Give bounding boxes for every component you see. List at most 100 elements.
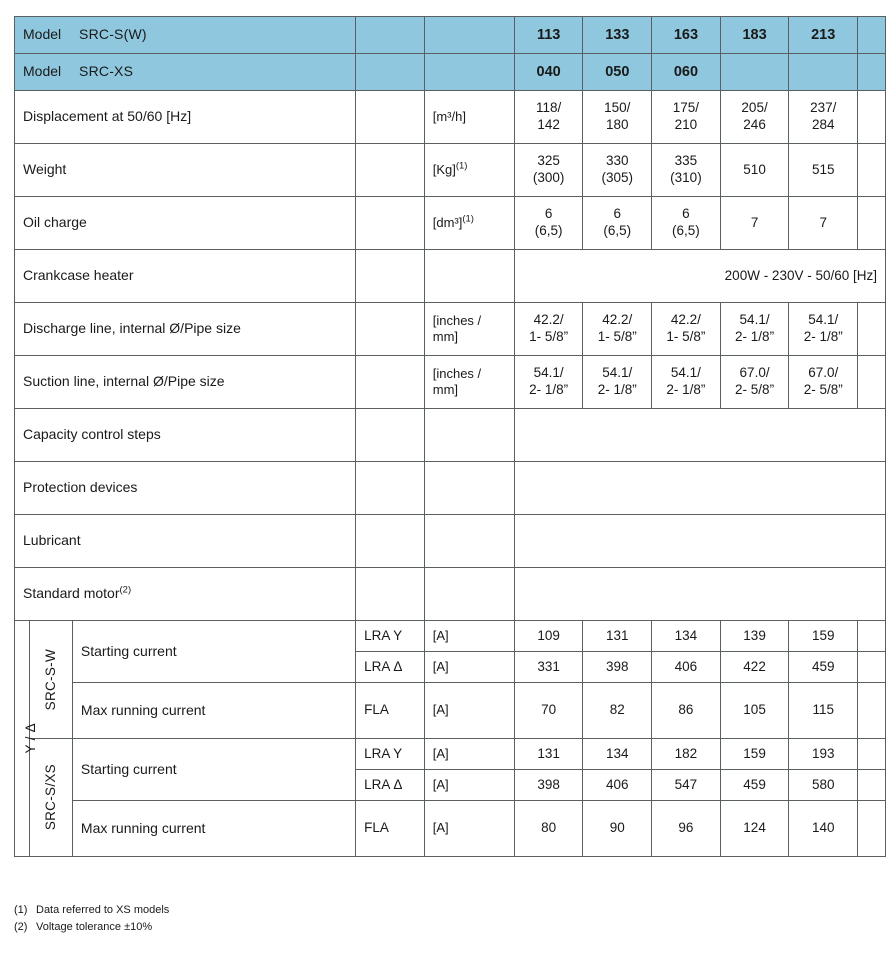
table-row-weight: Weight [Kg](1) 325 (300) 330 (305) 335 (310… (13, 143, 886, 197)
unit-protection-devices (423, 461, 515, 515)
value-sxs-lra-y-183: 159 (719, 738, 790, 770)
row-label-standard-motor-text: Standard motor (23, 585, 120, 602)
value-suction-183: 67.0/2- 5/8” (719, 355, 790, 409)
table-row-discharge-line: Discharge line, internal Ø/Pipe size [in… (13, 302, 886, 356)
value-sxs-lra-y-163: 182 (651, 738, 721, 770)
unit-oil-charge: [dm³](1) (423, 196, 515, 250)
model-number-040: 040 (513, 53, 584, 91)
value-displacement-113: 118/142 (513, 90, 584, 144)
symbol-sxs-fla: FLA (355, 800, 425, 857)
value-crankcase-heater-merged: 200W - 230V - 50/60 [Hz] (513, 249, 887, 303)
row-label-sxs-max-running-current: Max running current (71, 800, 357, 857)
footnotes-block: (1) Data referred to XS models (2) Voltage… (14, 902, 169, 936)
value-weight-183: 510 (719, 143, 790, 197)
unit-sw-lra-y: [A] (423, 620, 515, 652)
symbol-standard-motor (355, 567, 425, 621)
row-label-sw-max-running-current: Max running current (71, 682, 357, 739)
symbol-sxs-lra-y: LRA Y (355, 738, 425, 770)
value-suction-133: 54.1/2- 1/8” (582, 355, 653, 409)
model-number-060: 060 (651, 53, 721, 91)
model-label-src-xs: Model SRC-XS (13, 53, 357, 91)
unit-sw-lra-delta: [A] (423, 651, 515, 683)
row-label-sw-starting-current: Starting current (71, 620, 357, 683)
row-label-crankcase-heater: Crankcase heater (13, 249, 357, 303)
model-number-133: 133 (582, 16, 653, 54)
unit-displacement: [m³/h] (423, 90, 515, 144)
value-sxs-lra-y-113: 131 (513, 738, 584, 770)
header-unit-spacer-2 (423, 53, 515, 91)
unit-sw-fla: [A] (423, 682, 515, 739)
row-label-weight: Weight (13, 143, 357, 197)
value-standard-motor-merged (513, 567, 887, 621)
value-sxs-fla-133: 90 (582, 800, 653, 857)
cut-column-discharge-line (857, 302, 886, 356)
value-sxs-fla-183: 124 (719, 800, 790, 857)
value-oil-charge-163: 6 (6,5) (651, 196, 721, 250)
value-displacement-213: 237/284 (788, 90, 859, 144)
value-oil-charge-213: 7 (788, 196, 859, 250)
value-sxs-fla-213: 140 (788, 800, 859, 857)
row-label-suction-line: Suction line, internal Ø/Pipe size (13, 355, 357, 409)
symbol-crankcase-heater (355, 249, 425, 303)
value-sw-lra-delta-163: 406 (651, 651, 721, 683)
value-discharge-133: 42.2/1- 5/8” (582, 302, 653, 356)
value-weight-213: 515 (788, 143, 859, 197)
model-number-xs-blank-1 (719, 53, 790, 91)
symbol-displacement (355, 90, 425, 144)
value-sw-fla-183: 105 (719, 682, 790, 739)
value-sw-lra-delta-183: 422 (719, 651, 790, 683)
spec-sheet: Model SRC-S(W) 113 133 163 183 213 Model… (13, 16, 887, 857)
value-displacement-163: 175/210 (651, 90, 721, 144)
table-row-protection-devices: Protection devices (13, 461, 887, 515)
symbol-sw-fla: FLA (355, 682, 425, 739)
table-row-oil-charge: Oil charge [dm³](1) 6 (6,5) 6 (6,5) 6 (6,5)… (13, 196, 886, 250)
value-discharge-213: 54.1/2- 1/8” (788, 302, 859, 356)
footnote-1: (1) Data referred to XS models (14, 902, 169, 919)
row-label-capacity-control-steps: Capacity control steps (13, 408, 357, 462)
value-sxs-lra-delta-113: 398 (513, 769, 584, 801)
symbol-lubricant (355, 514, 425, 568)
value-displacement-183: 205/246 (719, 90, 790, 144)
row-label-displacement: Displacement at 50/60 [Hz] (13, 90, 357, 144)
symbol-discharge-line (355, 302, 425, 356)
value-suction-113: 54.1/2- 1/8” (513, 355, 584, 409)
unit-sxs-fla: [A] (423, 800, 515, 857)
table-row-sxs-starting-current-lra-y: SRC-S/XS Starting current LRA Y [A] 131 … (15, 738, 886, 857)
model-number-113: 113 (513, 16, 584, 54)
unit-oil-charge-text: [dm³] (432, 214, 463, 230)
table-header-row-src-xs: Model SRC-XS 040 050 060 (13, 53, 886, 91)
value-suction-213: 67.0/2- 5/8” (788, 355, 859, 409)
table-row-suction-line: Suction line, internal Ø/Pipe size [inch… (13, 355, 886, 409)
symbol-sw-lra-delta: LRA Δ (355, 651, 425, 683)
family-label-src-s-xs: SRC-S/XS (29, 738, 73, 857)
header-cut-column-2 (857, 53, 886, 91)
value-weight-113: 325 (300) (513, 143, 584, 197)
cut-column-sw-lra-y (857, 620, 886, 652)
value-weight-163: 335 (310) (651, 143, 721, 197)
footnote-ref-oil-charge: (1) (462, 213, 474, 225)
row-label-lubricant: Lubricant (13, 514, 357, 568)
cut-column-sxs-fla (857, 800, 886, 857)
value-sw-lra-delta-133: 398 (582, 651, 653, 683)
value-sw-fla-163: 86 (651, 682, 721, 739)
model-label-src-sw: Model SRC-S(W) (13, 16, 357, 54)
value-oil-charge-113: 6 (6,5) (513, 196, 584, 250)
table-row-standard-motor: Standard motor(2) (13, 567, 887, 621)
group-label-y-delta: Y / Δ (13, 620, 38, 857)
model-word: Model (23, 63, 62, 80)
header-cut-column-1 (857, 16, 886, 54)
table-row-sw-starting-current-lra-delta: LRA Δ [A] 331 398 406 422 459 (15, 651, 886, 683)
value-discharge-113: 42.2/1- 5/8” (513, 302, 584, 356)
table-row-crankcase-heater: Crankcase heater 200W - 230V - 50/60 [Hz… (13, 249, 887, 303)
table-row-sw-starting-current-lra-y: Y / Δ SRC-S-W Starting current LRA Y [A]… (13, 620, 886, 857)
table-row-lubricant: Lubricant (13, 514, 887, 568)
footnote-2-mark: (2) (14, 921, 28, 934)
table-header-row-src-sw: Model SRC-S(W) 113 133 163 183 213 (13, 16, 886, 54)
value-sxs-lra-y-213: 193 (788, 738, 859, 770)
row-label-standard-motor: Standard motor(2) (13, 567, 357, 621)
cut-column-sw-fla (857, 682, 886, 739)
table-row-displacement: Displacement at 50/60 [Hz] [m³/h] 118/14… (13, 90, 886, 144)
row-label-protection-devices: Protection devices (13, 461, 357, 515)
footnote-ref-standard-motor: (2) (119, 584, 132, 596)
value-sxs-lra-delta-213: 580 (788, 769, 859, 801)
